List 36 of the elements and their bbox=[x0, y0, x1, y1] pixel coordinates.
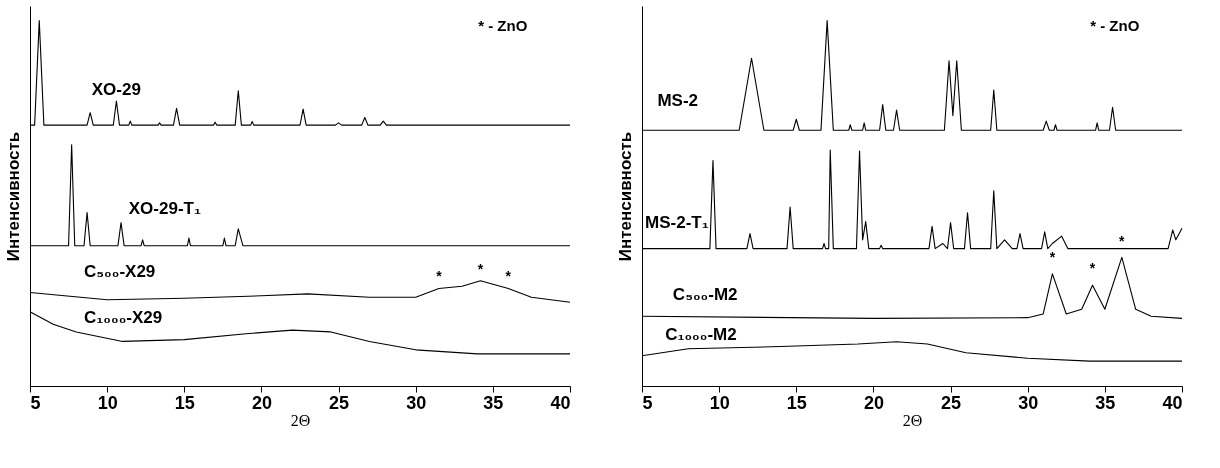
annotation: * - ZnO bbox=[1090, 17, 1140, 34]
x-tick-label: 15 bbox=[786, 392, 807, 413]
series-label: C₅₀₀-X29 bbox=[84, 262, 156, 281]
annotation: * bbox=[1049, 249, 1056, 266]
x-tick-label: 35 bbox=[483, 392, 504, 413]
x-tick-label: 25 bbox=[941, 392, 962, 413]
annotation: * - ZnO bbox=[478, 17, 528, 34]
series-label: C₁₀₀₀-M2 bbox=[665, 324, 737, 344]
x-tick-label: 20 bbox=[863, 392, 884, 413]
x-tick-label: 25 bbox=[329, 392, 350, 413]
annotation: * bbox=[1119, 232, 1126, 249]
x-tick-label: 20 bbox=[251, 392, 272, 413]
x-tick-label: 10 bbox=[97, 392, 118, 413]
series-label: MS-2 bbox=[657, 91, 699, 110]
x-axis-title: 2Θ bbox=[902, 411, 923, 429]
x-tick-label: 30 bbox=[406, 392, 427, 413]
y-axis-title: Интенсивность bbox=[3, 131, 23, 262]
x-tick-label: 35 bbox=[1095, 392, 1116, 413]
series-label: C₁₀₀₀-X29 bbox=[84, 307, 163, 327]
x-tick-label: 15 bbox=[174, 392, 195, 413]
annotation: * bbox=[1089, 260, 1096, 277]
series-label: MS-2-T₁ bbox=[645, 212, 709, 232]
x-tick-label: 40 bbox=[1162, 392, 1183, 413]
series-label: C₅₀₀-M2 bbox=[672, 284, 738, 304]
series-label: XO-29-T₁ bbox=[128, 199, 201, 219]
x-axis-title: 2Θ bbox=[290, 411, 311, 429]
x-tick-label: 40 bbox=[550, 392, 571, 413]
y-axis-title: Интенсивность bbox=[615, 131, 635, 262]
annotation: * bbox=[436, 268, 443, 285]
x-tick-label: 30 bbox=[1018, 392, 1039, 413]
annotation: * bbox=[477, 260, 484, 277]
annotation: * bbox=[505, 268, 512, 285]
x-tick-label: 10 bbox=[709, 392, 730, 413]
x-tick-label: 5 bbox=[30, 392, 41, 413]
x-tick-label: 5 bbox=[642, 392, 653, 413]
series-label: XO-29 bbox=[91, 79, 141, 99]
